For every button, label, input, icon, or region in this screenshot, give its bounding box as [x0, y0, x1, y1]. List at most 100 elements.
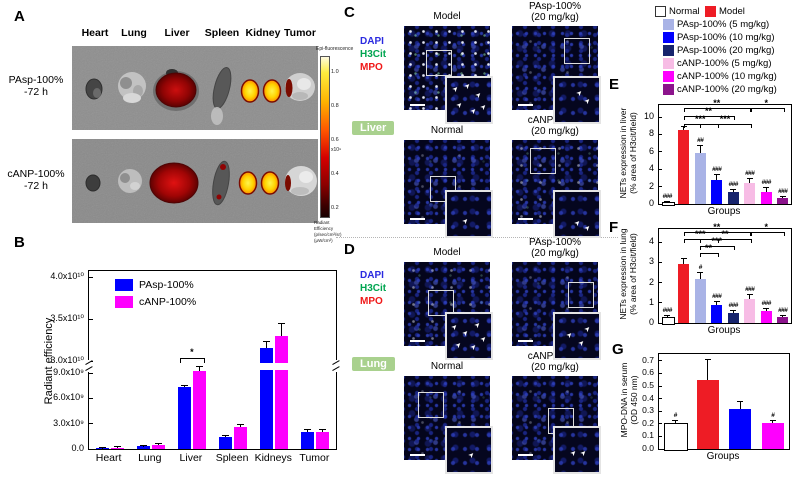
- y-tick-mark: [89, 372, 93, 374]
- significance-label: **: [704, 243, 712, 253]
- y-tick-label: 0: [648, 198, 654, 208]
- significance-bracket: [749, 108, 785, 112]
- x-category-label: Kidneys: [254, 452, 292, 464]
- y-tick-mark: [659, 116, 662, 118]
- error-bar: [739, 401, 741, 409]
- significance-label: **: [721, 229, 729, 239]
- data-bar: [664, 422, 689, 451]
- hash-annotation: ###: [761, 299, 772, 307]
- plot-area: ### ## ### ### ### ### ### ** * ** *** ***: [658, 99, 792, 206]
- y-tick-label: 0.7: [642, 354, 654, 365]
- error-bar: [765, 187, 767, 192]
- row-label-canp: cANP-100% -72 h: [7, 168, 65, 192]
- y-tick-mark: [659, 282, 662, 284]
- axis-break-gap: [334, 360, 338, 372]
- data-bar: [777, 197, 789, 204]
- panel-f-ylabel: NETs expression in lung (% area of H3cit/…: [618, 228, 638, 320]
- y-tick-mark: [659, 435, 662, 437]
- data-bar: [110, 447, 124, 449]
- significance-bracket: [180, 358, 206, 364]
- y-tick-label: 0.2: [642, 417, 654, 428]
- error-bar-cap: [180, 384, 188, 386]
- error-bar-cap: [98, 446, 106, 448]
- error-bar-cap: [680, 258, 687, 260]
- data-bar: [727, 191, 739, 204]
- legend-swatch: [663, 45, 674, 56]
- panel-f-xlabel: Groups: [707, 325, 741, 336]
- stain-label-dapi-c: DAPI: [360, 36, 384, 47]
- error-bar: [157, 444, 159, 446]
- micrograph-lung-canp: ➤ ➤: [512, 376, 601, 474]
- y-tick-label: 0.0: [642, 443, 654, 453]
- plot-area: PAsp-100% cANP-100% *: [85, 270, 340, 450]
- panel-b-label: B: [14, 234, 25, 251]
- error-bar: [266, 341, 268, 349]
- y-tick-label: 6.0x10⁹: [53, 392, 84, 403]
- colorbar-title: Epi-fluorescence: [316, 46, 354, 52]
- panel-e-label: E: [609, 76, 620, 93]
- error-bar: [749, 178, 751, 184]
- error-bar-cap: [697, 271, 704, 273]
- data-bar: [151, 445, 165, 449]
- data-bar: [729, 408, 752, 449]
- error-bar-cap: [664, 200, 671, 202]
- colorbar-tick: 1.0: [331, 69, 339, 75]
- y-tick-label: 6: [648, 145, 654, 156]
- legend-item: cANP-100% (10 mg/kg): [663, 71, 777, 82]
- legend-swatch: [655, 6, 666, 17]
- error-bar: [782, 315, 784, 317]
- hash-annotation: ###: [761, 178, 772, 186]
- panel-g-xlabel: Groups: [706, 451, 740, 462]
- y-tick-label: 2: [648, 180, 654, 191]
- plot-area: # #: [658, 353, 790, 451]
- tile-title-normal-liver: Normal: [430, 125, 464, 136]
- y-tick-label: 0: [648, 317, 654, 327]
- y-tick-label: 3.5x10¹⁰: [50, 313, 84, 323]
- error-bar: [142, 445, 144, 447]
- micrograph-lung-normal: ➤: [404, 376, 493, 474]
- stain-label-h3cit-d: H3Cit: [360, 283, 387, 294]
- tile-title-model-liver: Model: [433, 11, 461, 22]
- micrograph-liver-pasp: ➤ ➤: [512, 26, 601, 124]
- y-tick-mark: [659, 241, 662, 243]
- error-bar-cap: [222, 434, 230, 436]
- error-bar: [782, 196, 784, 198]
- data-bar: [678, 264, 690, 323]
- error-bar: [707, 359, 709, 380]
- significance-bracket: [700, 246, 736, 250]
- micrograph-lung-pasp: ➤ ➤ ➤: [512, 262, 601, 360]
- micrograph-liver-canp: ➤ ➤: [512, 140, 601, 238]
- y-tick-label: 3: [648, 256, 654, 267]
- error-bar-cap: [113, 446, 121, 448]
- data-bar: [275, 335, 289, 449]
- axis-break-gap: [87, 360, 91, 372]
- legend-item: Model: [705, 6, 745, 17]
- significance-label: ***: [719, 114, 731, 124]
- significance-label: ***: [711, 236, 722, 246]
- panel-e-ylabel: NETs expression in liver (% area of H3cit…: [618, 107, 638, 199]
- y-tick-mark: [659, 186, 662, 188]
- data-bar: [777, 316, 789, 323]
- error-bar-cap: [763, 307, 770, 309]
- error-bar-cap: [763, 186, 770, 188]
- row-label-pasp: PAsp-100% -72 h: [8, 74, 64, 98]
- y-tick-mark: [659, 322, 662, 324]
- legend-item: PAsp-100% (10 mg/kg): [663, 32, 775, 43]
- tile-title-normal-lung: Normal: [430, 361, 464, 372]
- significance-bracket: [700, 124, 752, 128]
- significance-label: **: [704, 106, 712, 116]
- error-bar: [732, 190, 734, 192]
- error-bar-cap: [672, 419, 679, 421]
- error-bar: [749, 294, 751, 299]
- data-bar: [711, 304, 723, 323]
- y-tick-mark: [89, 276, 93, 278]
- chart-b-legend-label: PAsp-100%: [139, 279, 194, 291]
- group-legend: Normal Model PAsp-100% (5 mg/kg) PAsp-100% …: [653, 6, 799, 101]
- panel-d-label: D: [344, 241, 355, 258]
- panel-f-chart: Groups ### # ### ### ### ### ### ** * *** ** *** ** 0…: [640, 223, 800, 338]
- y-tick-mark: [659, 151, 662, 153]
- y-tick-mark: [89, 423, 93, 425]
- significance-bracket: [749, 232, 785, 236]
- legend-swatch: [663, 19, 674, 30]
